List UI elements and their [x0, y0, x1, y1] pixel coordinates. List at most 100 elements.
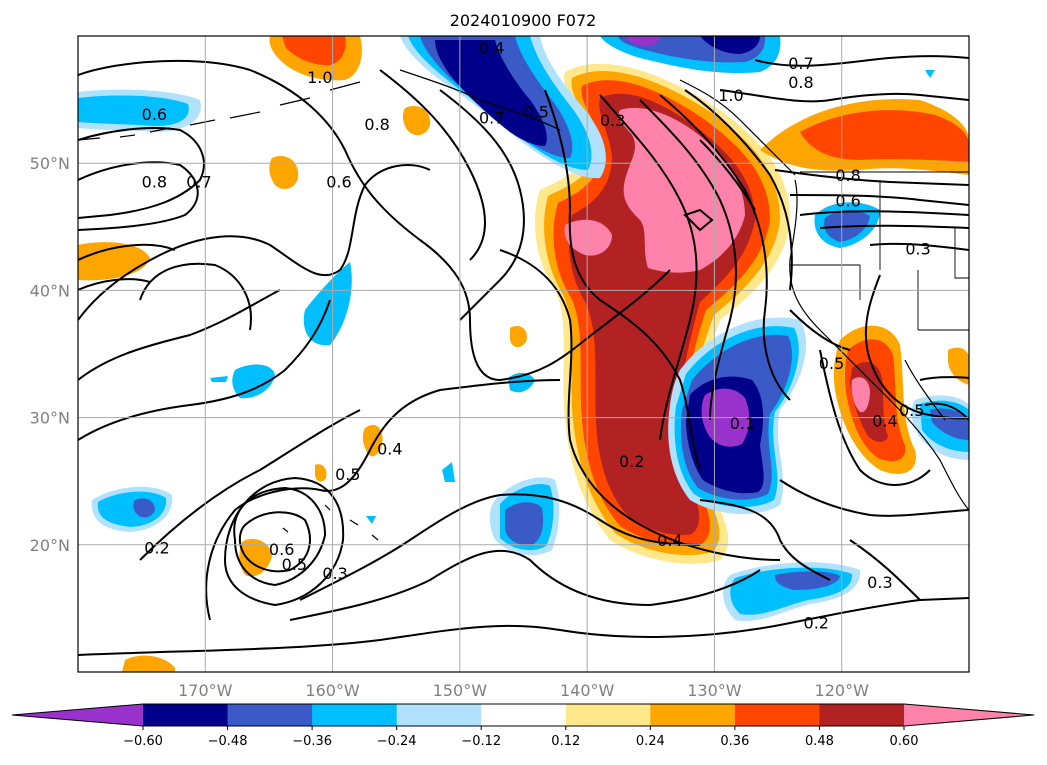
gridlines: [78, 36, 969, 672]
hawaii-islands: [282, 504, 379, 541]
contour-line: [78, 243, 176, 261]
contour-label: 0.5: [899, 401, 924, 420]
contour-line: [683, 208, 714, 232]
contour-line: [719, 89, 969, 103]
contour-line: [789, 309, 851, 351]
colorbar-tick-label: 0.60: [890, 734, 919, 749]
negative-anomaly-north-center-navy: [700, 36, 760, 54]
contour-line: [139, 409, 361, 561]
colorbar-tick-label: 0.12: [551, 734, 580, 749]
longitude-label: 120°W: [815, 681, 870, 700]
contour-line: [233, 486, 327, 587]
contour-label: 0.7: [479, 109, 504, 128]
colorbar-tick-label: −0.48: [208, 734, 248, 749]
canada-coast: [679, 79, 796, 176]
contour-label: 0.7: [788, 54, 813, 73]
negative-blob: [925, 70, 935, 78]
contour-label: 0.3: [600, 111, 625, 130]
longitude-label: 160°W: [305, 681, 360, 700]
contour-line: [699, 499, 831, 581]
latitude-label: 40°N: [30, 281, 70, 300]
contour-label: 0.4: [872, 411, 897, 430]
longitude-label: 170°W: [178, 681, 233, 700]
negative-blob: [442, 462, 455, 482]
latitude-label: 30°N: [30, 409, 70, 428]
negative-anomaly-south-center-blue: [505, 502, 544, 546]
positive-blob: [948, 347, 969, 385]
colorbar-extend-max: [904, 704, 1034, 726]
contour-line: [799, 210, 969, 216]
contour-line: [819, 349, 931, 486]
contour-line: [78, 597, 969, 656]
contour-label: 0.8: [364, 115, 389, 134]
state-borders: [790, 180, 969, 331]
contour-line: [379, 69, 486, 261]
contour-line: [639, 99, 737, 421]
contour-label: 0.4: [479, 39, 504, 58]
negative-blob: [232, 364, 275, 399]
colorbar-extend-min: [12, 704, 143, 726]
chart-title: 2024010900 F072: [450, 11, 597, 30]
contour-line: [289, 549, 761, 621]
colorbar-tick-label: 0.48: [805, 734, 834, 749]
contour-line: [439, 89, 525, 321]
contour-label: 0.8: [142, 172, 167, 191]
positive-blob: [239, 538, 272, 577]
contour-line: [699, 139, 756, 211]
us-west-coast: [789, 179, 969, 511]
contour-line: [869, 242, 969, 251]
contour-label: 0.3: [867, 573, 892, 592]
contour-line: [299, 493, 701, 601]
borders: [790, 171, 969, 331]
contour-label: 0.6: [142, 105, 167, 124]
colorbar-segment: [819, 704, 905, 726]
contour-lines: [78, 54, 969, 656]
colorbar-tick-label: −0.12: [461, 734, 501, 749]
latitude-labels: 50°N 40°N 30°N 20°N: [30, 154, 70, 555]
contour-label: 0.2: [804, 614, 829, 633]
contour-label: 0.5: [335, 465, 360, 484]
contour-line: [205, 379, 561, 621]
colorbar-tick-label: −0.60: [123, 734, 163, 749]
longitude-labels: 170°W 160°W 150°W 140°W 130°W 120°W: [178, 681, 869, 700]
contour-line: [779, 479, 969, 517]
colorbar-segment: [143, 704, 229, 726]
positive-blob: [362, 424, 383, 457]
colorbar-segment: [734, 704, 820, 726]
colorbar-tick-label: 0.36: [720, 734, 749, 749]
contour-line: [819, 224, 969, 229]
positive-blob: [510, 325, 527, 348]
colorbar-tick-label: −0.24: [377, 734, 417, 749]
contour-line: [499, 249, 781, 561]
colorbar-segment: [650, 704, 736, 726]
positive-anomaly-core-pink: [618, 107, 745, 273]
contour-line: [659, 94, 791, 401]
latitude-label: 20°N: [30, 536, 70, 555]
alaska-coast: [399, 69, 561, 131]
contour-line: [223, 476, 345, 607]
contour-line: [774, 169, 969, 186]
positive-blob: [315, 464, 327, 482]
contour-line: [78, 161, 199, 231]
contour-line: [864, 274, 969, 420]
contour-label-layer: 0.60.8 0.71.00.80.60.40.50.7 0.30.70.81.00…: [142, 39, 931, 633]
contour-line: [919, 376, 969, 381]
longitude-label: 140°W: [560, 681, 615, 700]
colorbar-segment: [312, 704, 398, 726]
negative-anomaly-west-cyan: [78, 95, 189, 126]
contour-label: 0.5: [282, 555, 307, 574]
positive-anomaly-core-pink-2: [564, 219, 612, 256]
contour-label: 0.5: [524, 102, 549, 121]
contour-label: 0.4: [377, 439, 402, 458]
colorbar: −0.60 −0.48 −0.36 −0.24 −0.12 0.12 0.24 0.36 0.4…: [11, 703, 1035, 749]
contour-label: 0.5: [819, 354, 844, 373]
contour-label: 0.8: [835, 166, 860, 185]
contour-line: [139, 262, 252, 331]
contour-label: 0.3: [905, 240, 930, 259]
contour-line: [789, 194, 969, 206]
longitude-label: 130°W: [687, 681, 742, 700]
colorbar-tick-label: −0.36: [292, 734, 332, 749]
contour-line: [78, 59, 671, 382]
contour-label: 0.7: [186, 172, 211, 191]
